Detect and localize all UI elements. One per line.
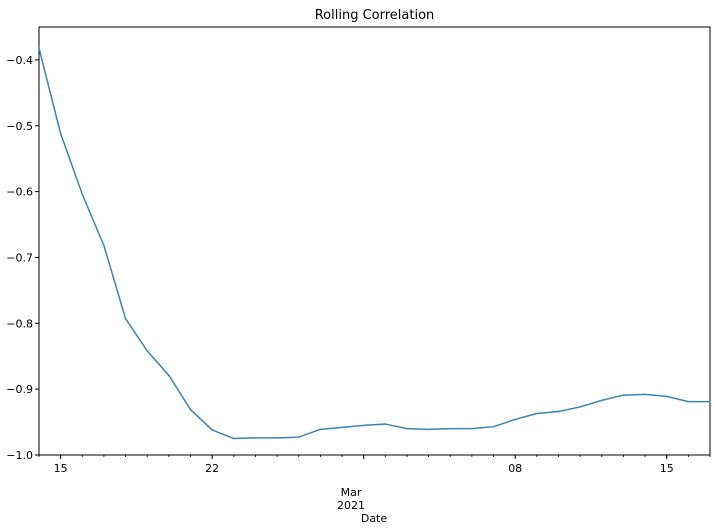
y-tick-label: −0.6 (6, 186, 33, 199)
data-point (276, 437, 278, 439)
data-point (600, 399, 603, 402)
x-month-label: Mar (341, 486, 362, 499)
y-tick-label: −0.5 (6, 120, 33, 133)
data-point (644, 393, 646, 396)
data-point (427, 428, 430, 431)
x-tick-label: 22 (205, 462, 219, 475)
y-tick-label: −0.8 (6, 317, 33, 330)
data-point (103, 244, 105, 247)
data-point (622, 394, 625, 396)
data-point (709, 400, 711, 403)
correlation-points (38, 47, 711, 440)
y-tick-label: −1.0 (6, 449, 33, 462)
x-axis-label: Date (361, 512, 388, 525)
data-point (471, 427, 473, 430)
x-year-label: 2021 (337, 499, 365, 512)
data-point (297, 436, 300, 439)
data-point (254, 437, 257, 439)
y-tick-label: −0.9 (6, 383, 33, 396)
x-axis: 15 22 08 15 (54, 455, 674, 475)
data-point (536, 412, 538, 415)
x-tick-label: 08 (508, 462, 522, 475)
data-point (492, 425, 495, 428)
x-tick-label: 15 (660, 462, 674, 475)
correlation-line (38, 47, 710, 440)
y-tick-label: −0.7 (6, 251, 33, 264)
x-minor-ticks (38, 455, 711, 457)
data-point (579, 406, 581, 408)
y-tick-label: −0.4 (6, 54, 33, 67)
data-point (168, 374, 170, 377)
data-point (384, 423, 387, 425)
data-point (514, 418, 516, 421)
data-point (233, 437, 235, 440)
data-point (124, 317, 127, 320)
data-point (319, 428, 322, 431)
plot-area (38, 26, 711, 456)
data-point (211, 429, 213, 431)
data-point (687, 400, 690, 403)
chart-title: Rolling Correlation (315, 8, 435, 23)
data-point (449, 427, 452, 430)
data-point (189, 408, 192, 411)
data-point (406, 427, 408, 430)
data-point (59, 132, 62, 135)
data-point (38, 47, 40, 49)
data-point (665, 395, 668, 398)
x-tick-label: 15 (54, 462, 68, 475)
data-point (557, 410, 560, 413)
data-point (341, 426, 343, 429)
y-axis: −1.0 −0.9 −0.8 −0.7 −0.6 −0.5 −0.4 (6, 54, 39, 462)
data-point (81, 193, 84, 196)
data-point (146, 350, 149, 352)
data-point (362, 424, 365, 427)
